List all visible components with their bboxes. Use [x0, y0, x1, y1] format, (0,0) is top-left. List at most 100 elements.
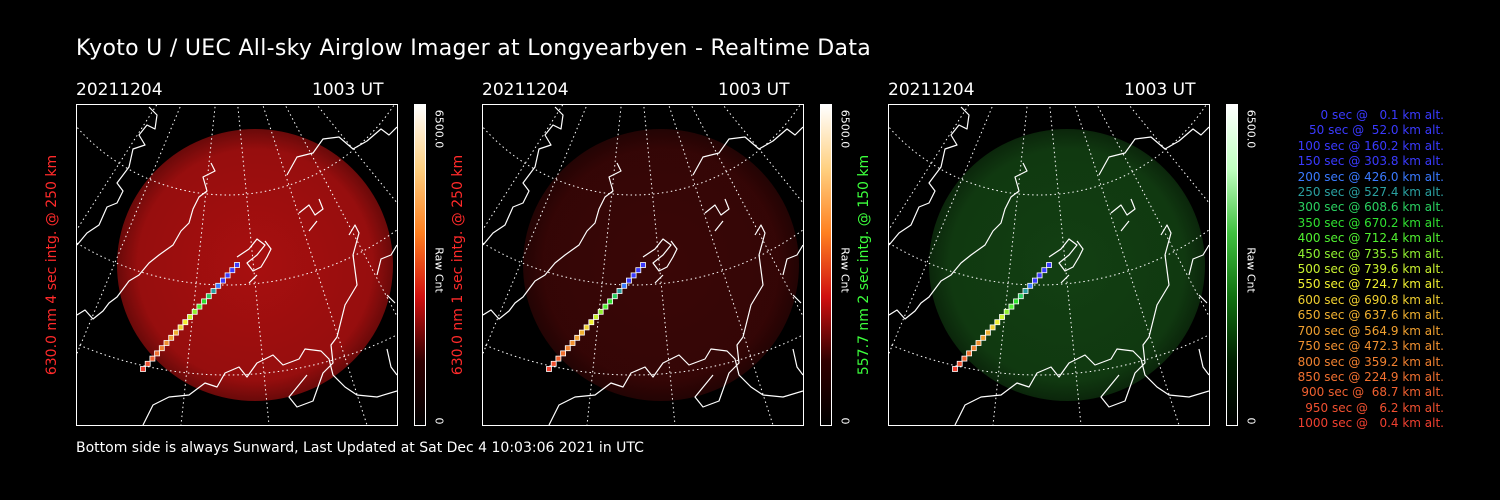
- legend-entry: 500 sec @ 739.6 km alt.: [1297, 262, 1444, 277]
- trajectory-point: [1003, 308, 1010, 315]
- trajectory-point: [597, 308, 604, 315]
- trajectory-point: [579, 329, 585, 336]
- trajectory-point: [630, 272, 637, 279]
- trajectory-point: [1017, 293, 1024, 300]
- panel-side-label-wrap: 630.0 nm 4 sec intg. @ 250 km: [40, 104, 64, 426]
- trajectory-point: [182, 319, 189, 326]
- trajectory-point: [970, 345, 977, 352]
- coastline: [77, 106, 397, 425]
- allsky-map: [888, 104, 1210, 426]
- trajectory-point: [607, 298, 613, 305]
- trajectory-point: [975, 340, 982, 346]
- colorbar-max-label: 6500.0: [432, 109, 446, 149]
- trajectory-point: [999, 314, 1005, 320]
- geo-grid: [889, 105, 1209, 425]
- legend-entry: 1000 sec @ 0.4 km alt.: [1297, 416, 1444, 431]
- trajectory-point: [989, 324, 996, 331]
- trajectory-point: [560, 350, 566, 357]
- update-footer: Bottom side is always Sunward, Last Upda…: [76, 440, 644, 456]
- legend-entry: 750 sec @ 472.3 km alt.: [1297, 339, 1444, 354]
- panel-side-label-wrap: 557.7 nm 2 sec intg. @ 150 km: [852, 104, 876, 426]
- sky-image: [929, 129, 1205, 401]
- panel-time: 1003 UT: [718, 80, 790, 100]
- trajectory-point: [952, 366, 958, 372]
- colorbar-unit-label: Raw Cnt: [838, 247, 852, 293]
- imager-panel-2: 20211204 1003 UT 630.0 nm 1 sec intg. @ …: [450, 80, 852, 432]
- trajectory-point: [635, 267, 642, 274]
- trajectory-point: [1046, 262, 1052, 268]
- trajectory-point: [196, 303, 203, 310]
- trajectory-point: [994, 319, 1001, 326]
- legend-entry: 250 sec @ 527.4 km alt.: [1297, 185, 1444, 200]
- colorbar-min-label-wrap: 0: [1244, 416, 1258, 426]
- panel-side-label: 630.0 nm 4 sec intg. @ 250 km: [44, 154, 60, 376]
- coastline: [483, 106, 803, 425]
- legend-entry: 600 sec @ 690.8 km alt.: [1297, 292, 1444, 307]
- legend-entry: 950 sec @ 6.2 km alt.: [1305, 400, 1444, 415]
- legend-entry: 850 sec @ 224.9 km alt.: [1297, 369, 1444, 384]
- legend-entry: 450 sec @ 735.5 km alt.: [1297, 246, 1444, 261]
- colorbar: [1226, 104, 1238, 426]
- colorbar-max-label: 6500.0: [1244, 109, 1258, 149]
- colorbar: [414, 104, 426, 426]
- colorbar: [820, 104, 832, 426]
- legend-entry: 900 sec @ 68.7 km alt.: [1301, 385, 1444, 400]
- colorbar-max-label: 6500.0: [838, 109, 852, 149]
- legend-entry: 400 sec @ 712.4 km alt.: [1297, 231, 1444, 246]
- colorbar-unit-label-wrap: Raw Cnt: [1244, 240, 1258, 300]
- trajectory-point: [555, 355, 562, 362]
- trajectory-point: [546, 366, 552, 372]
- trajectory-point: [219, 277, 226, 284]
- panel-side-label: 630.0 nm 1 sec intg. @ 250 km: [450, 154, 466, 376]
- trajectory-legend: 0 sec @ 0.1 km alt. 50 sec @ 52.0 km alt…: [1262, 108, 1444, 432]
- panel-side-label-wrap: 630.0 nm 1 sec intg. @ 250 km: [446, 104, 470, 426]
- trajectory-point: [583, 324, 590, 331]
- trajectory-point: [158, 345, 165, 352]
- trajectory-point: [191, 308, 198, 315]
- trajectory-point: [205, 293, 212, 300]
- trajectory-point: [611, 293, 618, 300]
- sky-image: [117, 129, 393, 401]
- trajectory: [546, 262, 646, 372]
- trajectory-point: [215, 282, 222, 289]
- legend-entry: 0 sec @ 0.1 km alt.: [1320, 108, 1445, 122]
- colorbar-max-label-wrap: 6500.0: [432, 104, 446, 154]
- map-svg: [483, 105, 803, 425]
- trajectory-point: [961, 355, 968, 362]
- trajectory-point: [154, 350, 160, 357]
- trajectory-point: [163, 340, 170, 346]
- colorbar-unit-label: Raw Cnt: [432, 247, 446, 293]
- trajectory: [952, 262, 1052, 372]
- trajectory-point: [593, 314, 599, 320]
- trajectory-point: [229, 267, 236, 274]
- trajectory-point: [173, 329, 179, 336]
- allsky-map: [76, 104, 398, 426]
- trajectory-point: [569, 340, 576, 346]
- colorbar-max-label-wrap: 6500.0: [838, 104, 852, 154]
- trajectory-point: [1013, 298, 1019, 305]
- legend-entry: 150 sec @ 303.8 km alt.: [1297, 154, 1444, 169]
- trajectory-point: [574, 334, 581, 341]
- geo-grid: [483, 105, 803, 425]
- trajectory-point: [1031, 277, 1038, 284]
- panel-date: 20211204: [76, 80, 163, 100]
- legend-entry: 650 sec @ 637.6 km alt.: [1297, 308, 1444, 323]
- trajectory-point: [149, 355, 156, 362]
- trajectory-point: [1027, 282, 1034, 289]
- trajectory-point: [144, 360, 151, 367]
- trajectory-point: [621, 282, 628, 289]
- sky-image: [523, 129, 799, 401]
- trajectory-point: [602, 303, 609, 310]
- legend-entry: 800 sec @ 359.2 km alt.: [1297, 354, 1444, 369]
- trajectory-point: [588, 319, 595, 326]
- panel-side-label: 557.7 nm 2 sec intg. @ 150 km: [856, 154, 872, 376]
- trajectory-point: [177, 324, 184, 331]
- trajectory-point: [201, 298, 207, 305]
- colorbar-min-label-wrap: 0: [432, 416, 446, 426]
- geo-grid: [77, 105, 397, 425]
- imager-panel-1: 20211204 1003 UT 630.0 nm 4 sec intg. @ …: [44, 80, 446, 432]
- colorbar-min-label: 0: [838, 417, 852, 425]
- legend-entry: 200 sec @ 426.0 km alt.: [1297, 169, 1444, 184]
- trajectory-point: [224, 272, 231, 279]
- trajectory-point: [1041, 267, 1048, 274]
